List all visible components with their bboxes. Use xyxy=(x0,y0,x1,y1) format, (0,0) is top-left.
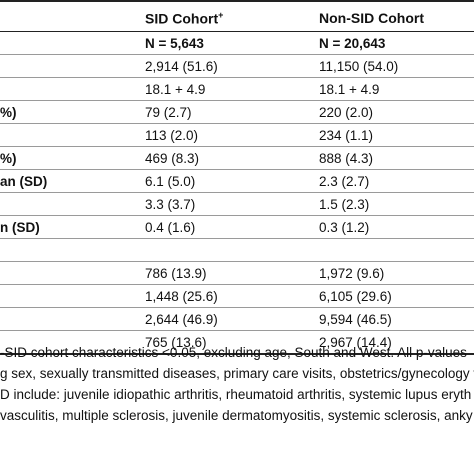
sid-cohort-value: N = 5,643 xyxy=(145,36,204,51)
table-row: 1,448 (25.6) 6,105 (29.6) xyxy=(0,285,474,308)
table-row: %) 469 (8.3) 888 (4.3) xyxy=(0,147,474,170)
non-sid-cohort-value: 6,105 (29.6) xyxy=(319,289,392,304)
non-sid-cohort-value: 18.1 + 4.9 xyxy=(319,82,380,97)
sid-cohort-value: 18.1 + 4.9 xyxy=(145,82,206,97)
row-label: n (SD) xyxy=(0,220,40,235)
footnote-line: g sex, sexually transmitted diseases, pr… xyxy=(0,366,474,381)
row-label: %) xyxy=(0,105,17,120)
table-row: an (SD) 6.1 (5.0) 2.3 (2.7) xyxy=(0,170,474,193)
table-row: N = 5,643 N = 20,643 xyxy=(0,32,474,55)
sid-cohort-value: 113 (2.0) xyxy=(145,128,199,143)
table-row: 786 (13.9) 1,972 (9.6) xyxy=(0,262,474,285)
sid-cohort-value: 786 (13.9) xyxy=(145,266,207,281)
non-sid-cohort-value: 220 (2.0) xyxy=(319,105,374,120)
sid-cohort-value: 469 (8.3) xyxy=(145,151,200,166)
non-sid-cohort-value: 2,967 (14.4) xyxy=(319,335,392,350)
sid-cohort-value: 2,914 (51.6) xyxy=(145,59,218,74)
footnote-line: -SID cohort characteristics <0.05, exclu… xyxy=(0,345,467,360)
sid-cohort-value: 3.3 (3.7) xyxy=(145,197,196,212)
table-row: %) 79 (2.7) 220 (2.0) xyxy=(0,101,474,124)
non-sid-cohort-value: 888 (4.3) xyxy=(319,151,374,166)
header-sid-cohort: SID Cohort+ xyxy=(145,10,224,27)
table-row: n (SD) 0.4 (1.6) 0.3 (1.2) xyxy=(0,216,474,239)
table-row: 3.3 (3.7) 1.5 (2.3) xyxy=(0,193,474,216)
non-sid-cohort-value: 9,594 (46.5) xyxy=(319,312,392,327)
table-row: 18.1 + 4.9 18.1 + 4.9 xyxy=(0,78,474,101)
footnote-line: D include: juvenile idiopathic arthritis… xyxy=(0,387,472,402)
table-bottom-rule xyxy=(0,353,474,355)
row-label: %) xyxy=(0,151,17,166)
sid-cohort-value: 1,448 (25.6) xyxy=(145,289,218,304)
sid-cohort-value: 2,644 (46.9) xyxy=(145,312,218,327)
non-sid-cohort-value: 2.3 (2.7) xyxy=(319,174,370,189)
sid-cohort-value: 765 (13.6) xyxy=(145,335,207,350)
table-footnotes: -SID cohort characteristics <0.05, exclu… xyxy=(0,342,474,426)
sid-cohort-value: 0.4 (1.6) xyxy=(145,220,196,235)
sid-cohort-value: 79 (2.7) xyxy=(145,105,192,120)
header-non-sid-cohort: Non-SID Cohort xyxy=(319,10,424,26)
table-header: SID Cohort+ Non-SID Cohort xyxy=(0,0,474,32)
table-row: 2,644 (46.9) 9,594 (46.5) xyxy=(0,308,474,331)
table-row: 113 (2.0) 234 (1.1) xyxy=(0,124,474,147)
table-row xyxy=(0,239,474,262)
non-sid-cohort-value: 0.3 (1.2) xyxy=(319,220,370,235)
non-sid-cohort-value: 11,150 (54.0) xyxy=(319,59,399,74)
non-sid-cohort-value: 1,972 (9.6) xyxy=(319,266,385,281)
non-sid-cohort-value: N = 20,643 xyxy=(319,36,386,51)
table-row: 2,914 (51.6) 11,150 (54.0) xyxy=(0,55,474,78)
non-sid-cohort-value: 234 (1.1) xyxy=(319,128,374,143)
footnote-line: vasculitis, multiple sclerosis, juvenile… xyxy=(0,408,473,423)
row-label: an (SD) xyxy=(0,174,48,189)
non-sid-cohort-value: 1.5 (2.3) xyxy=(319,197,370,212)
sid-cohort-value: 6.1 (5.0) xyxy=(145,174,196,189)
